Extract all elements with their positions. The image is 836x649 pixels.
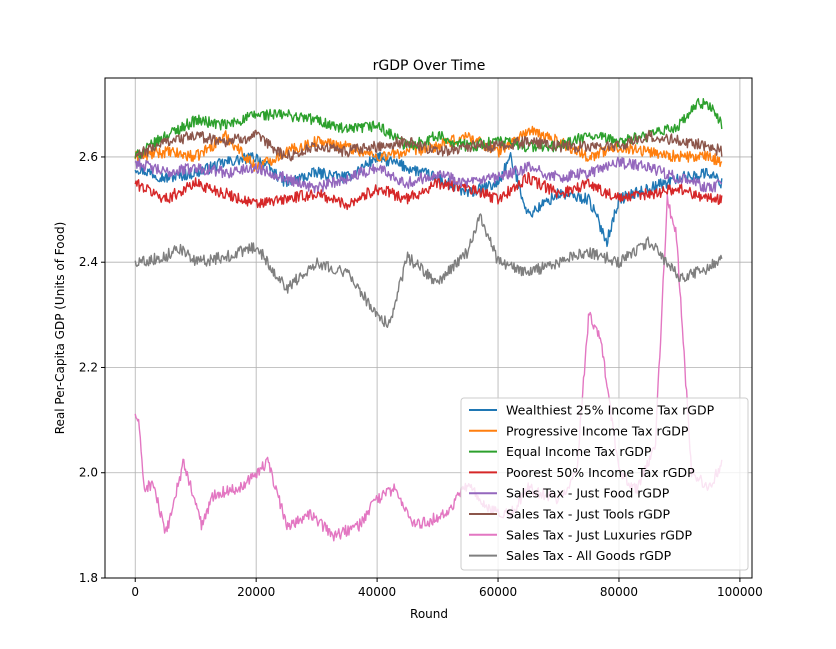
axes-frame bbox=[104, 77, 753, 579]
x-tick-label: 60000 bbox=[479, 585, 517, 599]
legend-label: Sales Tax - Just Luxuries rGDP bbox=[506, 527, 693, 542]
x-tick-label: 40000 bbox=[358, 585, 396, 599]
x-tick-label: 100000 bbox=[717, 585, 763, 599]
y-tick-label: 2.2 bbox=[79, 360, 98, 374]
series-line bbox=[134, 97, 723, 160]
series-line bbox=[135, 129, 723, 162]
legend-label: Sales Tax - All Goods rGDP bbox=[506, 548, 672, 563]
y-axis-label: Real Per-Capita GDP (Units of Food) bbox=[53, 222, 67, 435]
x-axis-ticks: 0 20000 40000 60000 80000 100000 bbox=[131, 578, 763, 599]
legend-label: Wealthiest 25% Income Tax rGDP bbox=[506, 403, 715, 418]
series-line bbox=[134, 156, 723, 194]
x-tick-label: 80000 bbox=[600, 585, 638, 599]
y-tick-label: 2.4 bbox=[79, 255, 98, 269]
legend: Wealthiest 25% Income Tax rGDP Progressiv… bbox=[460, 397, 749, 571]
plot-series-group bbox=[134, 97, 723, 542]
y-tick-label: 2.0 bbox=[79, 466, 98, 480]
x-axis-label: Round bbox=[410, 607, 448, 621]
series-line bbox=[134, 171, 723, 211]
chart-title: rGDP Over Time bbox=[373, 58, 486, 74]
series-line bbox=[134, 213, 723, 328]
legend-label: Poorest 50% Income Tax rGDP bbox=[506, 465, 695, 480]
legend-label: Progressive Income Tax rGDP bbox=[506, 423, 689, 438]
series-line bbox=[134, 151, 723, 248]
y-axis-ticks: 1.8 2.0 2.2 2.4 2.6 bbox=[79, 150, 105, 585]
x-tick-label: 0 bbox=[131, 585, 139, 599]
x-tick-label: 20000 bbox=[237, 585, 275, 599]
y-tick-label: 2.6 bbox=[79, 150, 98, 164]
legend-label: Sales Tax - Just Tools rGDP bbox=[506, 507, 671, 522]
legend-box bbox=[460, 397, 749, 571]
legend-label: Sales Tax - Just Food rGDP bbox=[506, 486, 670, 501]
y-tick-label: 1.8 bbox=[79, 571, 98, 585]
legend-label: Equal Income Tax rGDP bbox=[506, 444, 652, 459]
